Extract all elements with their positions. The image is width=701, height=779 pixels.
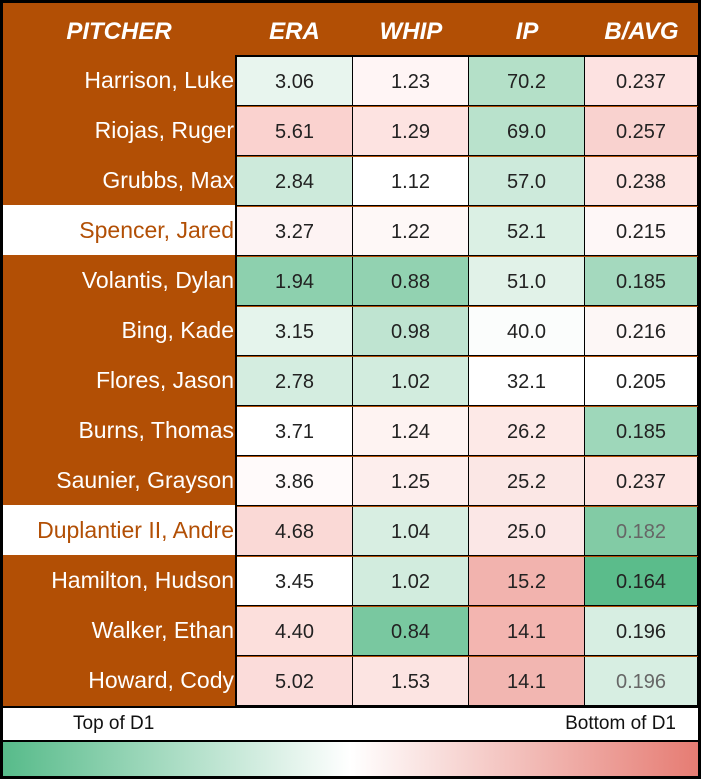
table-row: Spencer, Jared 3.27 1.22 52.1 0.215 xyxy=(3,205,698,256)
table-row: Howard, Cody 5.02 1.53 14.1 0.196 xyxy=(3,655,698,706)
bavg-cell: 0.196 xyxy=(585,657,698,706)
table-row: Walker, Ethan 4.40 0.84 14.1 0.196 xyxy=(3,605,698,656)
pitcher-name: Howard, Cody xyxy=(88,667,234,693)
bavg-cell: 0.238 xyxy=(585,157,698,206)
era-cell: 4.40 xyxy=(237,607,353,656)
ip-cell: 70.2 xyxy=(469,57,585,106)
whip-cell: 0.98 xyxy=(353,307,469,356)
table-row: Grubbs, Max 2.84 1.12 57.0 0.238 xyxy=(3,155,698,206)
pitcher-name: Bing, Kade xyxy=(121,317,234,343)
whip-cell: 1.22 xyxy=(353,207,469,256)
header-pitcher: PITCHER xyxy=(66,18,172,45)
era-cell: 3.45 xyxy=(237,557,353,606)
ip-cell: 51.0 xyxy=(469,257,585,306)
ip-cell: 14.1 xyxy=(469,657,585,706)
bavg-cell: 0.257 xyxy=(585,107,698,156)
legend-labels: Top of D1 Bottom of D1 xyxy=(3,708,698,740)
pitcher-name: Duplantier II, Andre xyxy=(3,505,235,555)
ip-cell: 57.0 xyxy=(469,157,585,206)
table-row: Saunier, Grayson 3.86 1.25 25.2 0.237 xyxy=(3,455,698,506)
ip-cell: 69.0 xyxy=(469,107,585,156)
header-ip: IP xyxy=(515,18,539,45)
table-row: Riojas, Ruger 5.61 1.29 69.0 0.257 xyxy=(3,105,698,156)
whip-cell: 1.53 xyxy=(353,657,469,706)
header-era: ERA xyxy=(269,18,320,45)
ip-cell: 26.2 xyxy=(469,407,585,456)
era-cell: 2.84 xyxy=(237,157,353,206)
bavg-cell: 0.237 xyxy=(585,57,698,106)
pitcher-name: Hamilton, Hudson xyxy=(51,567,234,593)
era-cell: 3.86 xyxy=(237,457,353,506)
table-row: Volantis, Dylan 1.94 0.88 51.0 0.185 xyxy=(3,255,698,306)
color-scale-gradient xyxy=(3,742,698,776)
bavg-cell: 0.196 xyxy=(585,607,698,656)
header-whip: WHIP xyxy=(379,18,443,45)
era-cell: 1.94 xyxy=(237,257,353,306)
pitcher-name: Harrison, Luke xyxy=(84,67,234,93)
bavg-cell: 0.164 xyxy=(585,557,698,606)
whip-cell: 1.02 xyxy=(353,557,469,606)
table-row: Duplantier II, Andre 4.68 1.04 25.0 0.182 xyxy=(3,505,698,556)
pitcher-name: Saunier, Grayson xyxy=(56,467,234,493)
ip-cell: 32.1 xyxy=(469,357,585,406)
era-cell: 4.68 xyxy=(237,507,353,556)
pitching-stats-table: PITCHER ERA WHIP IP B/AVG Harrison, Luke… xyxy=(3,3,698,706)
bavg-cell: 0.216 xyxy=(585,307,698,356)
grid-line-left xyxy=(235,55,237,706)
whip-cell: 1.02 xyxy=(353,357,469,406)
whip-cell: 1.25 xyxy=(353,457,469,506)
table-row: Bing, Kade 3.15 0.98 40.0 0.216 xyxy=(3,305,698,356)
bavg-cell: 0.237 xyxy=(585,457,698,506)
whip-cell: 1.29 xyxy=(353,107,469,156)
ip-cell: 40.0 xyxy=(469,307,585,356)
grid-line-top xyxy=(235,55,698,57)
whip-cell: 1.12 xyxy=(353,157,469,206)
pitcher-name: Burns, Thomas xyxy=(78,417,234,443)
ip-cell: 52.1 xyxy=(469,207,585,256)
pitcher-name: Grubbs, Max xyxy=(102,167,234,193)
whip-cell: 1.04 xyxy=(353,507,469,556)
era-cell: 3.27 xyxy=(237,207,353,256)
ip-cell: 15.2 xyxy=(469,557,585,606)
pitcher-name: Flores, Jason xyxy=(95,367,234,393)
era-cell: 3.71 xyxy=(237,407,353,456)
bavg-cell: 0.182 xyxy=(585,507,698,556)
whip-cell: 0.88 xyxy=(353,257,469,306)
bavg-cell: 0.205 xyxy=(585,357,698,406)
bavg-cell: 0.185 xyxy=(585,257,698,306)
era-cell: 3.06 xyxy=(237,57,353,106)
header-bavg: B/AVG xyxy=(604,18,679,45)
whip-cell: 1.24 xyxy=(353,407,469,456)
bavg-cell: 0.185 xyxy=(585,407,698,456)
legend-bottom-label: Bottom of D1 xyxy=(565,713,676,734)
pitcher-name: Spencer, Jared xyxy=(3,205,235,255)
ip-cell: 25.0 xyxy=(469,507,585,556)
bavg-cell: 0.215 xyxy=(585,207,698,256)
table-row: Flores, Jason 2.78 1.02 32.1 0.205 xyxy=(3,355,698,406)
era-cell: 2.78 xyxy=(237,357,353,406)
whip-cell: 0.84 xyxy=(353,607,469,656)
era-cell: 5.02 xyxy=(237,657,353,706)
whip-cell: 1.23 xyxy=(353,57,469,106)
table-row: Harrison, Luke 3.06 1.23 70.2 0.237 xyxy=(3,55,698,106)
ip-cell: 14.1 xyxy=(469,607,585,656)
table-row: Hamilton, Hudson 3.45 1.02 15.2 0.164 xyxy=(3,555,698,606)
era-cell: 3.15 xyxy=(237,307,353,356)
pitcher-name: Walker, Ethan xyxy=(91,617,234,643)
pitcher-name: Riojas, Ruger xyxy=(94,117,234,143)
legend-top-label: Top of D1 xyxy=(73,713,155,734)
table-row: Burns, Thomas 3.71 1.24 26.2 0.185 xyxy=(3,405,698,456)
pitcher-name: Volantis, Dylan xyxy=(81,267,234,293)
ip-cell: 25.2 xyxy=(469,457,585,506)
era-cell: 5.61 xyxy=(237,107,353,156)
